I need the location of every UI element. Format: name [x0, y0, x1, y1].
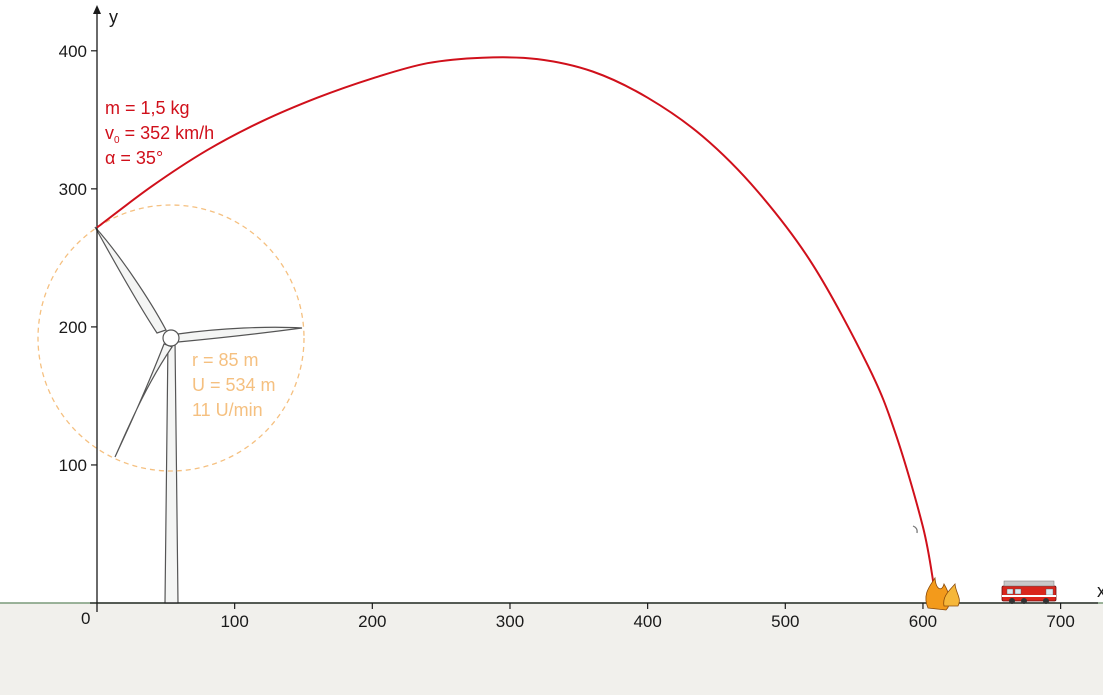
rotor-parameters: r = 85 m U = 534 m 11 U/min	[192, 350, 276, 420]
angle-label: α = 35°	[105, 148, 163, 168]
y-tick-label: 400	[59, 42, 87, 61]
trajectory-curve	[96, 56, 935, 587]
initial-speed-label: v0 = 352 km/h	[105, 123, 214, 146]
rotor-circle	[37, 204, 305, 472]
projectile-parameters: m = 1,5 kg v0 = 352 km/h α = 35°	[105, 98, 214, 168]
y-tick-label: 100	[59, 456, 87, 475]
turbine-blade-up	[94, 226, 167, 334]
rotor-circumference-label: U = 534 m	[192, 375, 276, 395]
turbine-blade-right	[177, 326, 303, 343]
ground	[0, 603, 1103, 695]
y-axis-label: y	[109, 7, 118, 27]
y-axis-arrow	[93, 5, 101, 14]
x-ticks: 100 200 300 400 500 600 700	[220, 603, 1075, 631]
y-ticks: 100 200 300 400	[59, 42, 97, 475]
y-tick-label: 300	[59, 180, 87, 199]
x-tick-label: 400	[633, 612, 661, 631]
rotor-speed-label: 11 U/min	[192, 400, 263, 420]
fire-truck-icon	[1001, 580, 1057, 604]
rotor-radius-label: r = 85 m	[192, 350, 259, 370]
x-tick-label: 100	[220, 612, 248, 631]
y-tick-label: 200	[59, 318, 87, 337]
mass-label: m = 1,5 kg	[105, 98, 190, 118]
turbine-blade-down	[114, 343, 173, 458]
x-tick-label: 700	[1046, 612, 1074, 631]
fire-icon	[925, 576, 960, 611]
x-axis-label: x	[1097, 581, 1103, 601]
x-tick-label: 600	[909, 612, 937, 631]
x-tick-label: 200	[358, 612, 386, 631]
falling-blade-piece	[912, 525, 918, 534]
turbine-hub	[162, 329, 180, 347]
x-tick-label: 500	[771, 612, 799, 631]
origin-label: 0	[81, 609, 90, 628]
x-tick-label: 300	[496, 612, 524, 631]
